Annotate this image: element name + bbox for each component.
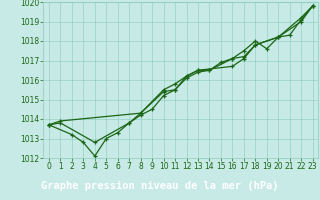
Text: Graphe pression niveau de la mer (hPa): Graphe pression niveau de la mer (hPa) bbox=[41, 181, 279, 191]
